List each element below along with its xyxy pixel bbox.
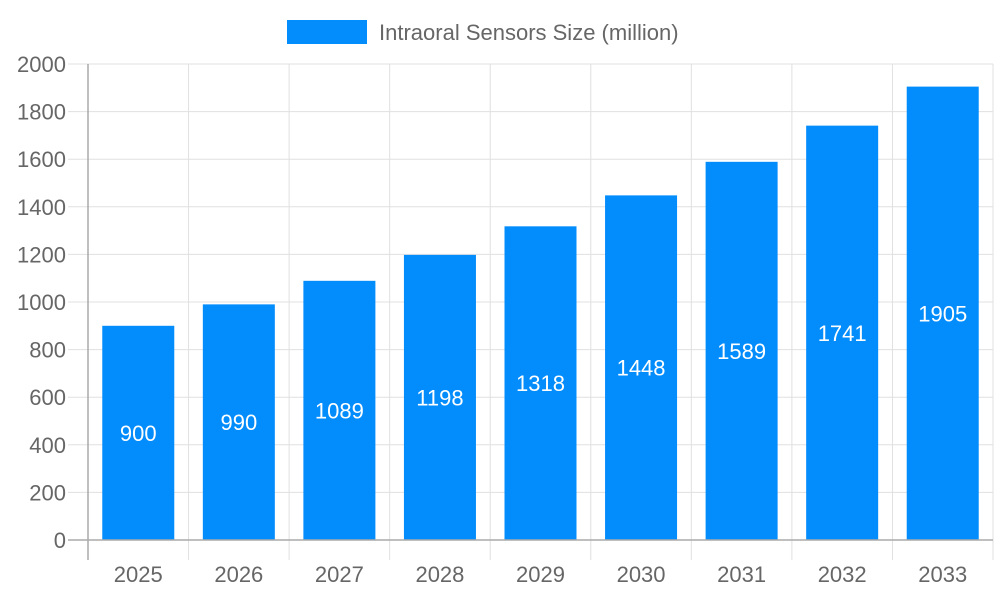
y-tick-label: 1400 xyxy=(17,195,66,220)
y-tick-label: 1600 xyxy=(17,147,66,172)
bar xyxy=(906,86,979,541)
data-label: 990 xyxy=(220,410,257,435)
data-label: 1589 xyxy=(717,339,766,364)
legend-swatch xyxy=(287,20,367,44)
bar xyxy=(303,280,376,540)
legend-label: Intraoral Sensors Size (million) xyxy=(379,20,679,45)
y-tick-label: 200 xyxy=(29,480,66,505)
y-tick-label: 0 xyxy=(54,528,66,553)
x-tick-label: 2029 xyxy=(516,562,565,587)
bar xyxy=(705,161,778,540)
bar xyxy=(504,226,577,541)
data-label: 900 xyxy=(120,421,157,446)
x-tick-label: 2026 xyxy=(214,562,263,587)
x-tick-label: 2032 xyxy=(818,562,867,587)
data-label: 1448 xyxy=(617,356,666,381)
x-tick-label: 2027 xyxy=(315,562,364,587)
x-tick-label: 2033 xyxy=(918,562,967,587)
y-tick-label: 1200 xyxy=(17,242,66,267)
bar xyxy=(202,304,275,540)
data-label: 1905 xyxy=(918,301,967,326)
y-tick-label: 1800 xyxy=(17,100,66,125)
bar xyxy=(806,125,879,540)
x-tick-label: 2030 xyxy=(617,562,666,587)
data-label: 1318 xyxy=(516,371,565,396)
data-label: 1741 xyxy=(818,321,867,346)
data-label: 1198 xyxy=(416,385,463,410)
y-tick-label: 600 xyxy=(29,385,66,410)
legend[interactable]: Intraoral Sensors Size (million) xyxy=(287,20,679,45)
x-tick-label: 2031 xyxy=(717,562,766,587)
x-tick-label: 2025 xyxy=(114,562,163,587)
axes: 0 200 400 600 800 1000 1200 1400 1600 1800 2000 202… xyxy=(17,52,993,587)
y-tick-label: 1000 xyxy=(17,290,66,315)
bars: 900 990 1089 1198 1318 1448 1589 1741 1905 xyxy=(102,86,979,541)
y-tick-label: 800 xyxy=(29,338,66,363)
data-label: 1089 xyxy=(315,398,364,423)
x-tick-label: 2028 xyxy=(415,562,464,587)
bar xyxy=(605,195,678,540)
y-tick-label: 2000 xyxy=(17,52,66,77)
bar xyxy=(102,325,175,540)
y-tick-label: 400 xyxy=(29,433,66,458)
bar xyxy=(403,254,476,540)
